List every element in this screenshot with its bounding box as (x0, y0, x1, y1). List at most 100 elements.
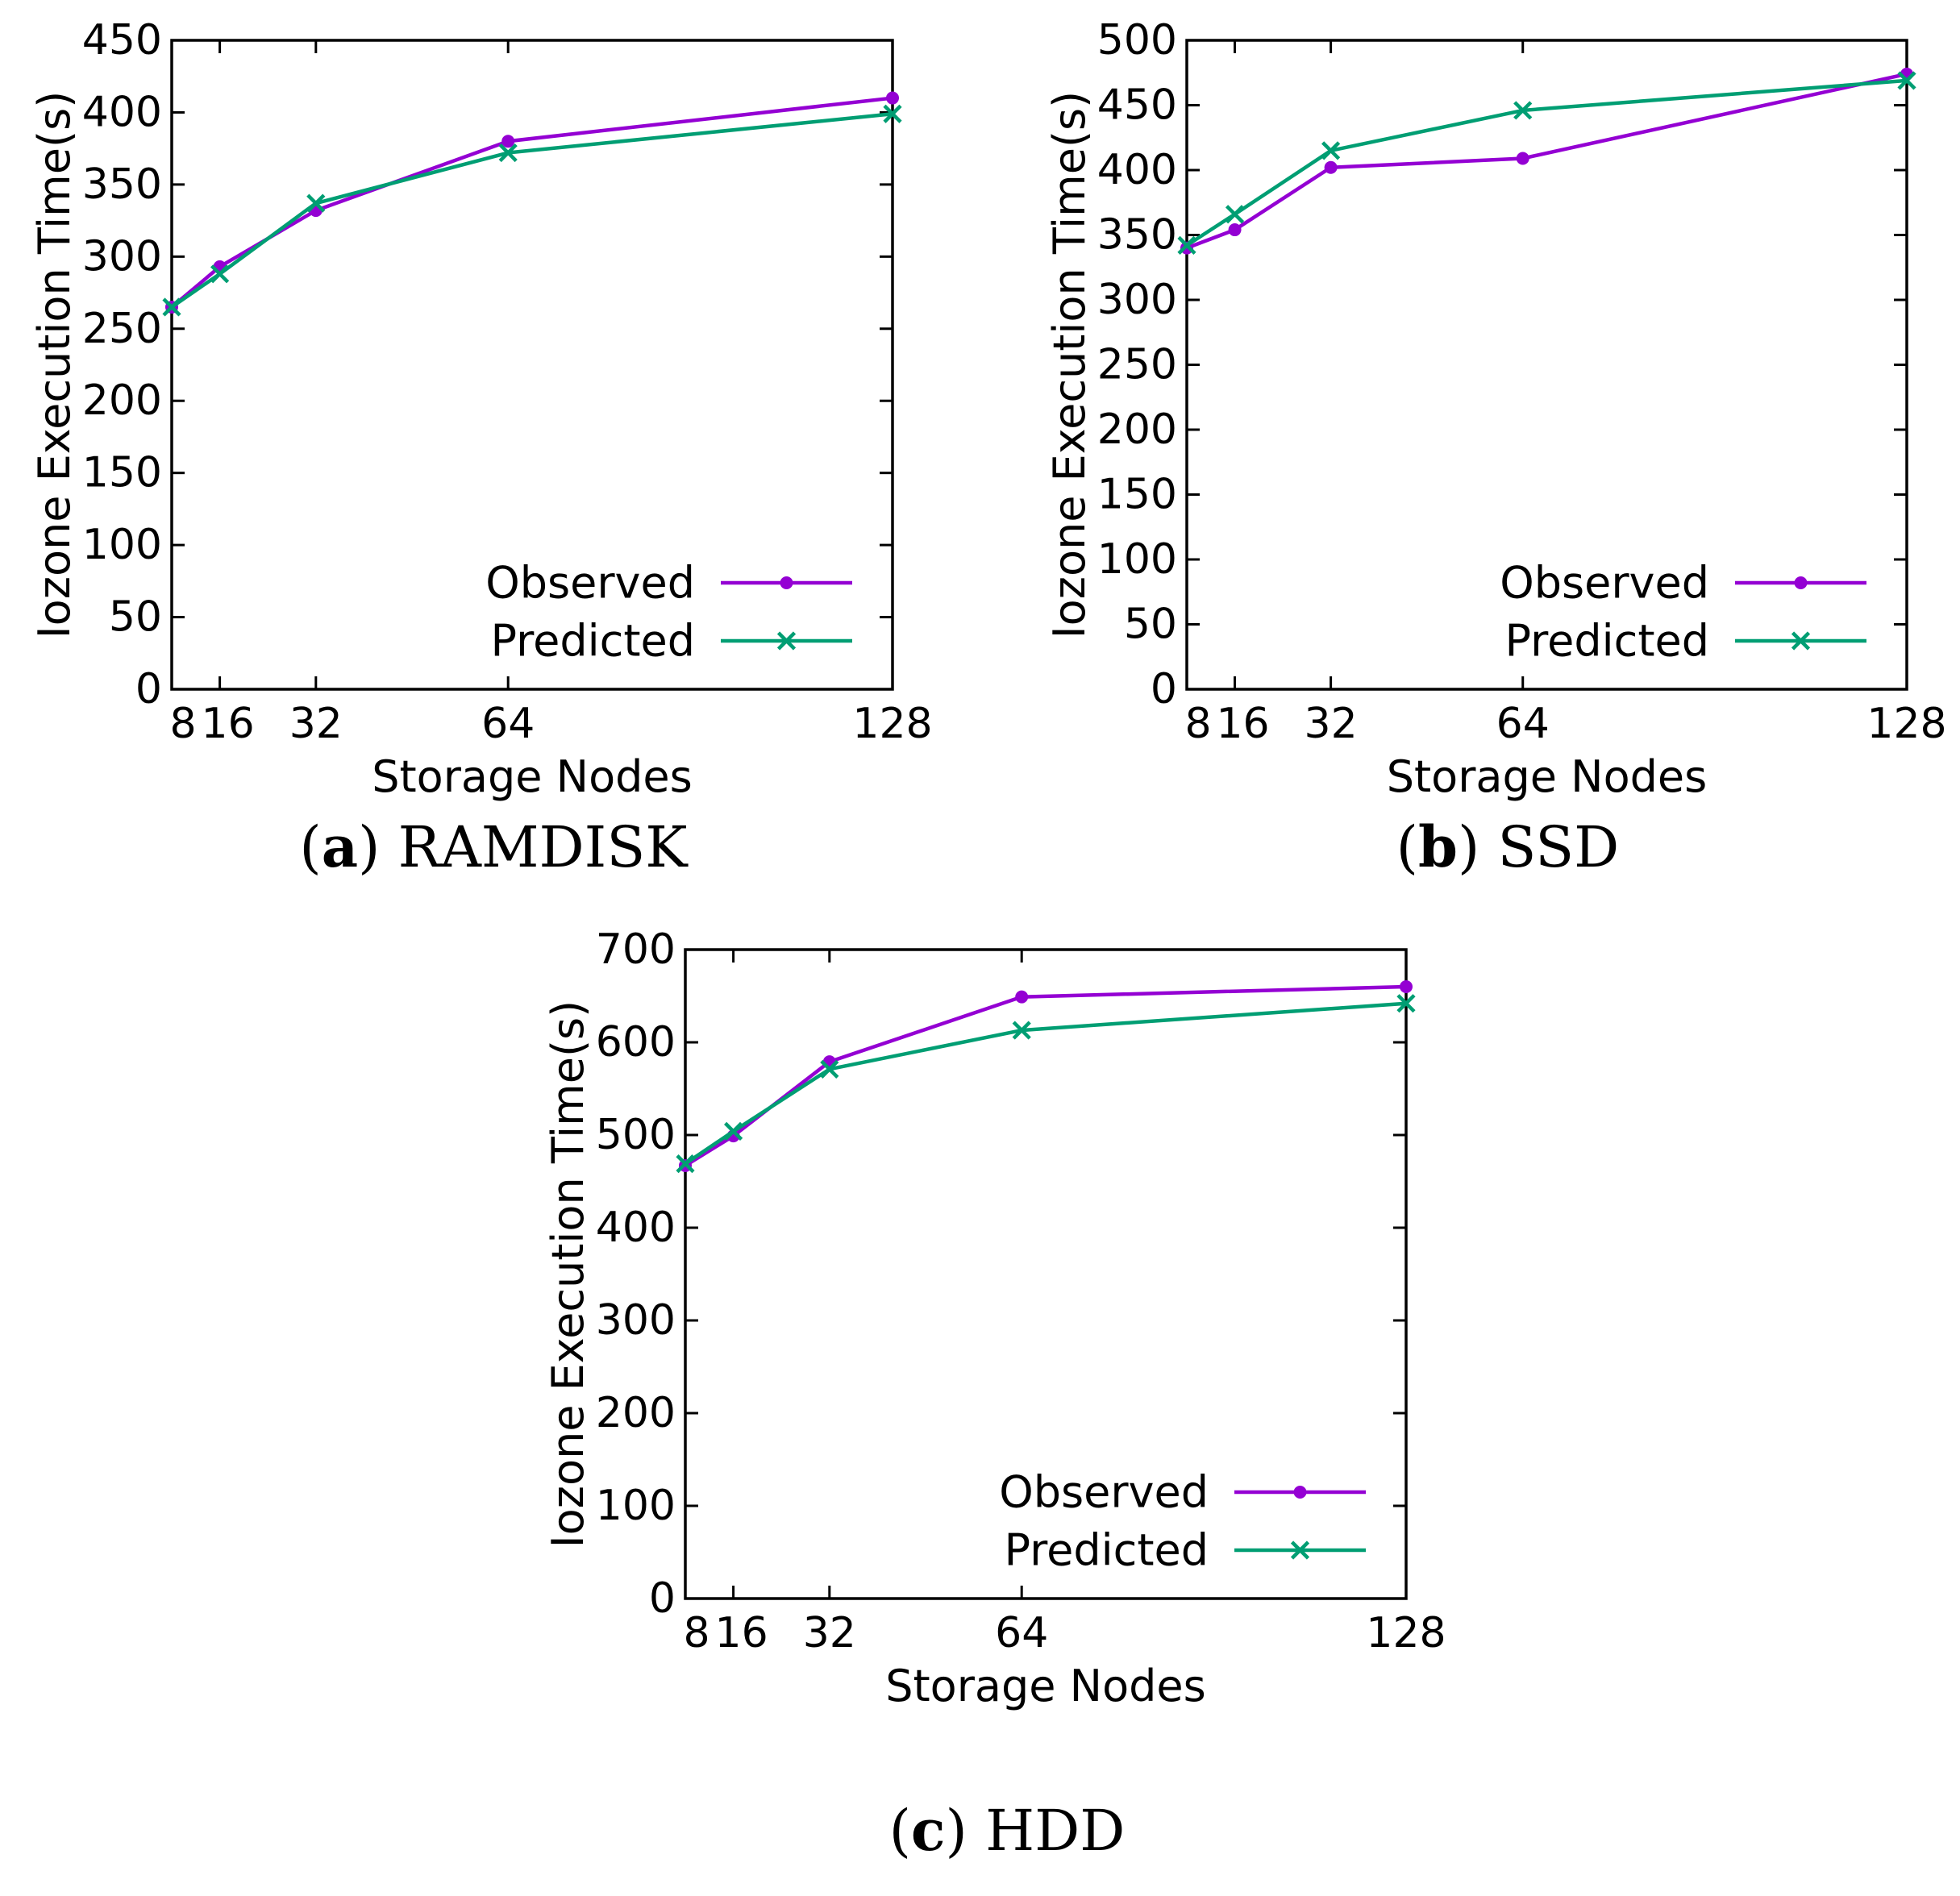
x-tick-label: 8 (1184, 700, 1211, 748)
y-tick-label: 50 (109, 593, 162, 642)
x-tick-label: 16 (715, 1609, 768, 1657)
series-line-predicted (1185, 78, 1908, 247)
legend-marker-predicted (776, 631, 797, 651)
caption-paren-open: ( (889, 1798, 911, 1864)
legend-label-predicted: Predicted (1505, 616, 1710, 667)
plot-frame (170, 39, 894, 691)
data-point-predicted (1396, 994, 1416, 1013)
panel-caption: (b) SSD (1396, 813, 1620, 880)
data-point-observed (1324, 160, 1338, 174)
legend-marker-observed (1293, 1486, 1307, 1499)
marker-stroke (1791, 631, 1811, 651)
caption-paren-close: ) (1458, 814, 1498, 880)
legend-marker-observed (1794, 576, 1808, 589)
marker-stroke (1396, 994, 1416, 1013)
data-point-predicted (820, 1059, 839, 1079)
series-line-predicted (684, 1001, 1407, 1166)
legend-label-predicted: Predicted (491, 616, 696, 667)
data-point-predicted (1225, 205, 1245, 224)
y-axis-title: Iozone Execution Time(s) (543, 1000, 593, 1549)
marker-stroke (676, 1154, 695, 1174)
data-point-predicted (724, 1121, 743, 1141)
data-point-predicted (883, 104, 902, 123)
y-axis-title: Iozone Execution Time(s) (29, 91, 80, 639)
y-tick-label: 700 (596, 925, 676, 974)
caption-letter: c (911, 1797, 946, 1864)
x-tick-label: 128 (1366, 1609, 1446, 1657)
marker-stroke (306, 193, 326, 213)
data-point-observed (1015, 990, 1029, 1004)
y-tick-label: 100 (1097, 535, 1177, 584)
data-point-predicted (676, 1154, 695, 1174)
x-tick-label: 64 (995, 1609, 1048, 1657)
marker-stroke (210, 264, 230, 284)
y-tick-label: 450 (1097, 81, 1177, 130)
marker-stroke (776, 631, 797, 651)
marker-stroke (883, 104, 902, 123)
y-tick-label: 400 (596, 1204, 676, 1252)
data-point-predicted (210, 264, 230, 284)
marker-stroke (1897, 71, 1916, 90)
y-tick-label: 0 (135, 665, 162, 713)
x-tick-label: 64 (1496, 700, 1550, 748)
series-line-observed (170, 96, 893, 309)
x-tick-label: 32 (289, 700, 343, 748)
marker-stroke (498, 143, 518, 163)
y-tick-label: 500 (1097, 16, 1177, 64)
y-tick-label: 300 (82, 232, 162, 281)
y-tick-label: 350 (82, 160, 162, 209)
x-tick-label: 64 (481, 700, 535, 748)
data-point-predicted (498, 143, 518, 163)
marker-stroke (1321, 141, 1341, 160)
y-tick-label: 450 (82, 16, 162, 64)
caption-title: HDD (985, 1798, 1125, 1864)
caption-letter: b (1418, 813, 1458, 880)
series-line-observed (684, 984, 1407, 1167)
x-axis-title: Storage Nodes (1387, 751, 1708, 802)
legend-label-observed: Observed (1500, 558, 1709, 609)
series-line-predicted (170, 111, 893, 309)
y-tick-label: 100 (596, 1482, 676, 1530)
x-tick-label: 8 (169, 700, 196, 748)
data-point-observed (501, 135, 515, 148)
data-point-observed (1400, 980, 1413, 993)
legend-marker-predicted (1290, 1540, 1310, 1560)
data-point-predicted (162, 297, 181, 317)
legend-marker-predicted (1791, 631, 1811, 651)
marker-stroke (724, 1121, 743, 1141)
y-tick-label: 500 (596, 1111, 676, 1159)
legend: Observed Predicted (1500, 558, 1866, 667)
y-tick-label: 400 (82, 88, 162, 136)
y-tick-label: 0 (649, 1574, 676, 1623)
caption-letter: a (322, 813, 358, 880)
x-tick-label: 128 (1866, 700, 1946, 748)
marker-stroke (162, 297, 181, 317)
legend-label-predicted: Predicted (1005, 1525, 1209, 1576)
y-tick-label: 250 (82, 305, 162, 353)
legend-marker-observed (780, 576, 793, 589)
y-tick-label: 150 (82, 449, 162, 497)
data-point-predicted (1513, 101, 1533, 120)
y-tick-label: 250 (1097, 341, 1177, 389)
data-point-predicted (1012, 1021, 1031, 1040)
data-point-predicted (1897, 71, 1916, 90)
data-point-predicted (306, 193, 326, 213)
y-tick-label: 100 (82, 521, 162, 569)
x-tick-label: 16 (1216, 700, 1269, 748)
x-tick-label: 32 (1305, 700, 1358, 748)
marker-stroke (1513, 101, 1533, 120)
marker-stroke (1177, 235, 1196, 255)
y-tick-label: 300 (596, 1296, 676, 1345)
y-tick-label: 150 (1097, 471, 1177, 519)
legend-label-observed: Observed (999, 1467, 1209, 1518)
plot-frame (684, 948, 1408, 1600)
marker-stroke (1290, 1540, 1310, 1560)
x-tick-label: 32 (803, 1609, 856, 1657)
chart-b: 0 50 100 150 200 250 300 350 400 450 500 8 16 32 64 128… (1044, 16, 1947, 880)
x-tick-label: 8 (683, 1609, 710, 1657)
legend: Observed Predicted (485, 558, 852, 667)
y-tick-label: 0 (1151, 665, 1177, 713)
y-tick-label: 350 (1097, 211, 1177, 260)
caption-paren-close: ) (358, 814, 398, 880)
